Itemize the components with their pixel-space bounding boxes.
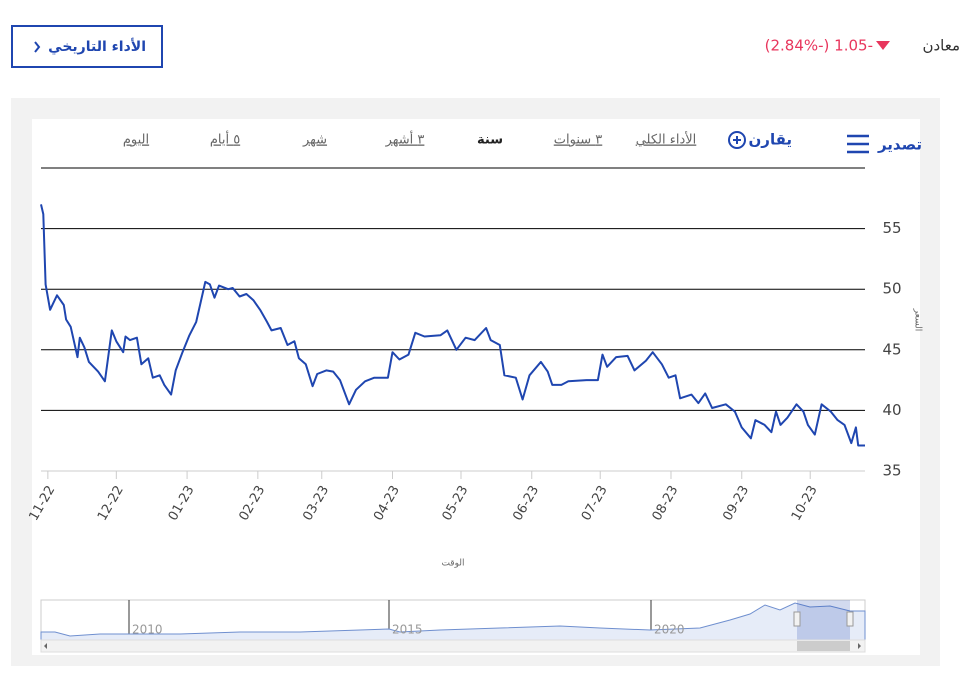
scrollbar-thumb[interactable] bbox=[797, 641, 850, 651]
range-tab[interactable]: الأداء الكلي bbox=[636, 131, 697, 148]
range-tab[interactable]: اليوم bbox=[123, 133, 149, 148]
y-tick-label: 50 bbox=[882, 280, 901, 298]
y-tick-label: 55 bbox=[882, 219, 901, 237]
x-axis-title: الوقت bbox=[441, 559, 464, 569]
year-label: 2010 bbox=[132, 623, 163, 637]
plus bbox=[733, 136, 741, 144]
range-tab[interactable]: ٣ سنوات bbox=[554, 133, 603, 148]
price-change: (2.84%-) 1.05- bbox=[765, 37, 873, 55]
menu-icon[interactable] bbox=[847, 134, 869, 154]
range-tab[interactable]: ٥ أيام bbox=[210, 131, 240, 148]
year-label: 2020 bbox=[654, 623, 685, 637]
export-button[interactable]: تصدير bbox=[877, 136, 922, 154]
year-label: 2015 bbox=[392, 623, 423, 637]
down-arrow bbox=[876, 41, 890, 50]
scrollbar[interactable] bbox=[40, 639, 866, 653]
navigator-handle[interactable] bbox=[846, 611, 854, 627]
navigator-series bbox=[40, 602, 866, 641]
y-axis-title: السعر bbox=[913, 308, 923, 332]
history-button[interactable] bbox=[11, 25, 163, 68]
history-button-label[interactable]: الأداء التاريخي bbox=[48, 38, 146, 55]
range-tab[interactable]: شهر bbox=[302, 133, 327, 148]
chevron bbox=[34, 41, 41, 53]
compare-button[interactable]: يقارن bbox=[749, 131, 793, 149]
range-tab[interactable]: سنة bbox=[477, 133, 503, 148]
navigator-handle[interactable] bbox=[793, 611, 801, 627]
price-line bbox=[40, 204, 865, 447]
range-tab[interactable]: ٣ أشهر bbox=[385, 131, 425, 148]
company-name: معادن bbox=[922, 37, 960, 55]
navigator-selection[interactable] bbox=[797, 600, 850, 640]
compare-icon[interactable] bbox=[728, 131, 746, 149]
chart-card bbox=[32, 119, 920, 655]
navigator: 2010 2015 2020 bbox=[40, 599, 866, 653]
y-tick-label: 35 bbox=[882, 462, 901, 480]
range-tabs: الأداء الكلي ٣ سنوات سنة ٣ أشهر شهر ٥ أيام الي… bbox=[123, 131, 696, 148]
y-tick-label: 40 bbox=[882, 401, 901, 419]
y-tick-label: 45 bbox=[882, 340, 901, 358]
